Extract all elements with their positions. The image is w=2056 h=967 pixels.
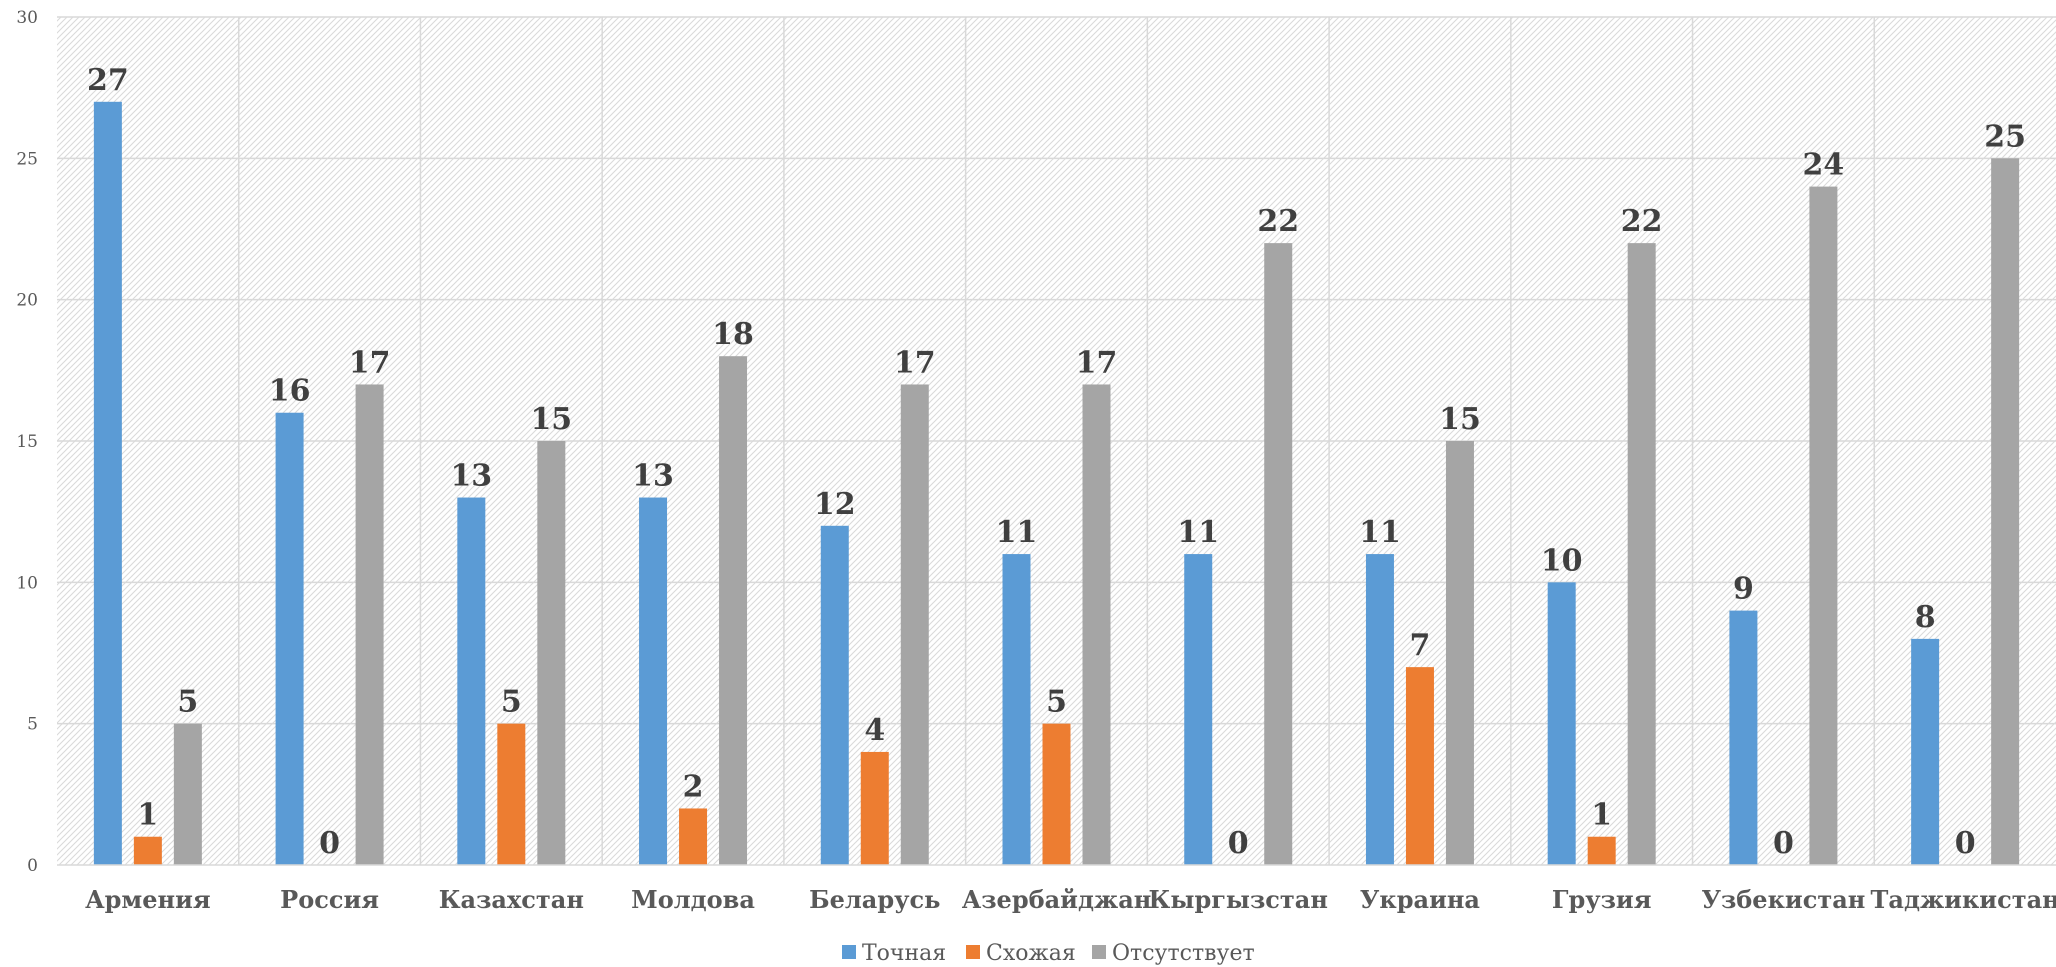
bar: [1628, 243, 1656, 865]
data-label: 13: [450, 459, 492, 494]
y-tick-label: 5: [27, 715, 38, 735]
x-tick-label: Россия: [280, 885, 379, 914]
data-label: 13: [632, 459, 674, 494]
data-label: 22: [1621, 204, 1663, 239]
data-label: 12: [814, 487, 856, 522]
bar: [276, 413, 304, 865]
legend-label: Точная: [862, 941, 946, 966]
x-tick-label: Молдова: [631, 885, 755, 914]
y-axis: 0 5 10 15 20 25 30: [16, 8, 38, 876]
bar: [1991, 158, 2019, 865]
data-label: 8: [1915, 600, 1936, 635]
data-label: 1: [137, 798, 158, 833]
data-label: 5: [1046, 685, 1067, 720]
y-tick-label: 10: [16, 573, 38, 593]
data-label: 2: [683, 769, 704, 804]
legend: Точная Схожая Отсутствует: [842, 941, 1255, 966]
x-tick-label: Украина: [1360, 885, 1480, 914]
bar: [1184, 554, 1212, 865]
bar: [821, 526, 849, 865]
data-label: 0: [1773, 826, 1794, 861]
bar: [1588, 837, 1616, 865]
y-tick-label: 15: [16, 432, 38, 452]
x-tick-label: Беларусь: [809, 885, 940, 914]
x-tick-label: Узбекистан: [1702, 885, 1866, 914]
x-tick-label: Казахстан: [439, 885, 584, 914]
data-label: 17: [349, 345, 391, 380]
legend-swatch: [1092, 945, 1106, 959]
y-tick-label: 30: [16, 8, 38, 28]
data-label: 15: [530, 402, 572, 437]
data-label: 22: [1257, 204, 1299, 239]
data-label: 18: [712, 317, 754, 352]
data-label: 1: [1591, 798, 1612, 833]
data-label: 25: [1984, 119, 2026, 154]
bar: [1083, 384, 1111, 865]
data-label: 9: [1733, 572, 1754, 607]
bar: [1911, 639, 1939, 865]
data-label: 27: [87, 63, 129, 98]
bar: [134, 837, 162, 865]
bar: [1729, 611, 1757, 865]
bar: [1809, 187, 1837, 865]
bar: [457, 498, 485, 865]
data-label: 4: [864, 713, 885, 748]
data-label: 0: [1955, 826, 1976, 861]
bar: [901, 384, 929, 865]
y-tick-label: 20: [16, 291, 38, 311]
y-tick-label: 0: [27, 856, 38, 876]
bar: [861, 752, 889, 865]
bar: [1264, 243, 1292, 865]
data-label: 17: [1076, 345, 1118, 380]
data-label: 17: [894, 345, 936, 380]
x-tick-label: Армения: [85, 885, 211, 914]
bar: [356, 384, 384, 865]
x-tick-label: Азербайджан: [962, 885, 1152, 914]
bar: [1406, 667, 1434, 865]
bar: [1548, 582, 1576, 865]
data-label: 16: [269, 374, 311, 409]
legend-label: Схожая: [986, 941, 1076, 966]
legend-swatch: [842, 945, 856, 959]
legend-swatch: [966, 945, 980, 959]
data-label: 5: [501, 685, 522, 720]
x-axis: Армения Россия Казахстан Молдова Беларусь Азе…: [57, 865, 2056, 914]
data-label: 11: [1177, 515, 1219, 550]
data-label: 5: [177, 685, 198, 720]
data-label: 11: [1359, 515, 1401, 550]
y-tick-label: 25: [16, 149, 38, 169]
bar: [94, 102, 122, 865]
bar: [1446, 441, 1474, 865]
data-label: 24: [1803, 148, 1845, 183]
legend-label: Отсутствует: [1112, 941, 1255, 966]
data-label: 0: [319, 826, 340, 861]
x-tick-label: Грузия: [1552, 885, 1652, 914]
data-label: 7: [1410, 628, 1431, 663]
bar: [679, 808, 707, 865]
bar: [1366, 554, 1394, 865]
x-tick-label: Кыргызстан: [1149, 885, 1328, 914]
bar: [1003, 554, 1031, 865]
data-label: 10: [1541, 543, 1583, 578]
bar: [1043, 724, 1071, 865]
bar: [719, 356, 747, 865]
x-tick-label: Таджикистан: [1871, 885, 2056, 914]
data-label: 15: [1439, 402, 1481, 437]
bar: [497, 724, 525, 865]
bar: [639, 498, 667, 865]
data-label: 0: [1228, 826, 1249, 861]
bar: [537, 441, 565, 865]
data-label: 11: [996, 515, 1038, 550]
bar: [174, 724, 202, 865]
